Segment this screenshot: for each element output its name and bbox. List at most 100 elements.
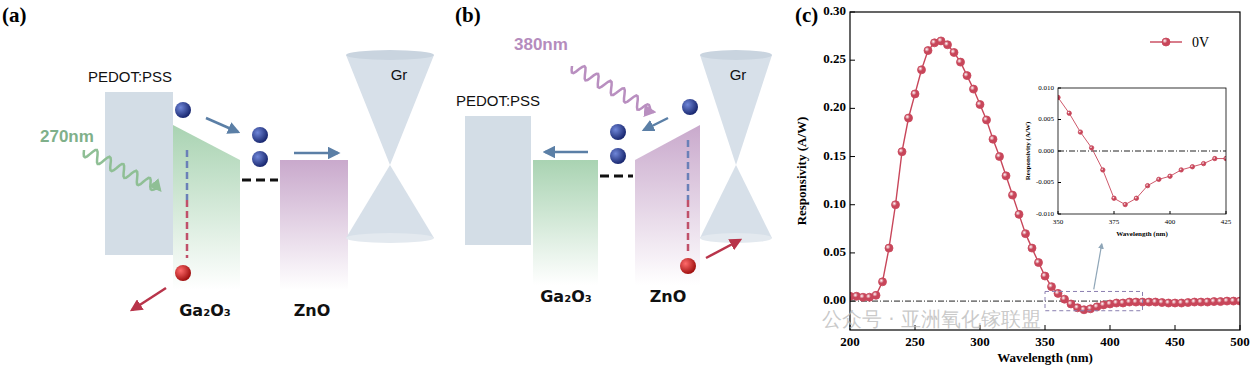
- y-tick-label: -0.010: [1036, 210, 1055, 218]
- y-tick-label: 0.010: [1038, 84, 1054, 92]
- data-point: [911, 90, 919, 98]
- x-tick-label: 450: [1165, 334, 1185, 349]
- y-tick-label: 0.00: [823, 292, 846, 307]
- fermi-dash: [687, 200, 690, 255]
- panel-label: (b): [455, 3, 481, 27]
- x-tick: [1045, 325, 1046, 330]
- watermark: 公众号 · 亚洲氧化镓联盟: [822, 307, 1041, 331]
- dirac-cone-upper: [700, 55, 772, 165]
- y-tick: [850, 156, 855, 157]
- data-point: [898, 148, 906, 156]
- x-tick-label: 300: [970, 334, 990, 349]
- electron: [175, 102, 191, 118]
- layer-label: Gr: [730, 66, 747, 83]
- x-tick: [1110, 325, 1111, 330]
- ga2o3-band: [533, 160, 598, 285]
- chart-0: 2002503003504004505000.000.050.100.150.2…: [794, 3, 1250, 365]
- x-tick: [1114, 211, 1115, 214]
- data-point: [1201, 161, 1205, 165]
- y-tick: [1058, 119, 1061, 120]
- plot-background: [850, 12, 1240, 330]
- chart-1: 350375400425-0.010-0.0050.0000.0050.010W…: [1024, 84, 1232, 238]
- zno-band: [635, 125, 700, 285]
- zno-band: [280, 160, 348, 290]
- data-point: [1112, 196, 1116, 200]
- data-point: [944, 41, 952, 49]
- x-tick-label: 250: [905, 334, 925, 349]
- x-tick-label: 350: [1035, 334, 1055, 349]
- x-tick: [1170, 211, 1171, 214]
- y-axis-title: Responsivity (A/W): [1024, 121, 1032, 180]
- plot-area: [1058, 95, 1226, 207]
- plot-area: [850, 37, 1240, 314]
- data-point: [976, 101, 984, 109]
- plot-frame: [1058, 88, 1226, 214]
- y-tick: [850, 252, 855, 253]
- light-wave: [572, 66, 654, 112]
- legend-label: 0V: [1192, 35, 1209, 50]
- x-tick-label: 200: [840, 334, 860, 349]
- zoom-box: [1045, 291, 1143, 310]
- data-point: [905, 114, 913, 122]
- data-point: [1190, 165, 1194, 169]
- y-tick-label: 0.30: [823, 3, 846, 18]
- hole-arrow: [706, 240, 740, 258]
- fermi-dash: [186, 150, 189, 200]
- y-tick-label: 0.000: [1038, 147, 1054, 155]
- data-point: [1015, 210, 1023, 218]
- data-point: [1048, 283, 1056, 291]
- electron: [252, 151, 268, 167]
- data-point: [1028, 244, 1036, 252]
- plot-frame: [850, 12, 1240, 330]
- ga2o3-band: [173, 125, 240, 290]
- interface-level: [242, 179, 278, 182]
- panel-label: (a): [2, 3, 27, 27]
- hole-arrow: [132, 288, 166, 310]
- y-tick-label: 0.05: [823, 244, 846, 259]
- figure: (a)PEDOT:PSSGa₂O₃ZnOGr270nm(b)PEDOT:PSSG…: [0, 0, 1253, 365]
- layer-label: Ga₂O₃: [540, 287, 592, 306]
- x-axis-title: Wavelength (nm): [997, 350, 1093, 365]
- electron-arrow: [294, 152, 338, 155]
- hole: [175, 265, 191, 281]
- y-tick-label: 0.25: [823, 51, 846, 66]
- x-tick-label: 400: [1165, 218, 1176, 226]
- zero-line: [1058, 151, 1226, 152]
- electron: [610, 148, 626, 164]
- data-point: [1101, 168, 1105, 172]
- y-tick-label: -0.005: [1036, 178, 1055, 186]
- data-point: [1157, 177, 1161, 181]
- data-point: [1078, 130, 1082, 134]
- electron: [682, 99, 698, 115]
- data-point: [1179, 168, 1183, 172]
- zoom-arrow: [1094, 244, 1102, 289]
- data-point: [1009, 191, 1017, 199]
- x-tick-label: 500: [1230, 334, 1250, 349]
- y-tick: [850, 108, 855, 109]
- data-point: [1041, 272, 1049, 280]
- dirac-cone-lower: [700, 165, 772, 238]
- light-label: 270nm: [40, 127, 94, 146]
- x-tick-label: 350: [1053, 218, 1064, 226]
- y-tick: [1058, 182, 1061, 183]
- dirac-cone-top: [346, 50, 434, 60]
- fermi-dash: [687, 140, 690, 200]
- data-point: [1035, 259, 1043, 267]
- x-axis-title: Wavelength (nm): [1116, 230, 1168, 238]
- layer-label: PEDOT:PSS: [88, 68, 172, 85]
- electron-arrow: [644, 118, 668, 130]
- data-point: [1145, 183, 1149, 187]
- data-point: [983, 116, 991, 124]
- data-point: [996, 153, 1004, 161]
- interface-level: [600, 175, 633, 178]
- electron: [252, 127, 268, 143]
- light-wave: [84, 150, 160, 190]
- dirac-cone-upper: [346, 55, 434, 165]
- y-axis-title: Responsivity (A/W): [794, 117, 809, 226]
- dirac-cone-lower: [346, 165, 434, 238]
- data-point: [957, 58, 965, 66]
- layer-label: Gr: [391, 66, 408, 83]
- electron: [610, 124, 626, 140]
- y-tick-label: 0.005: [1038, 115, 1054, 123]
- y-tick-label: 0.10: [823, 196, 846, 211]
